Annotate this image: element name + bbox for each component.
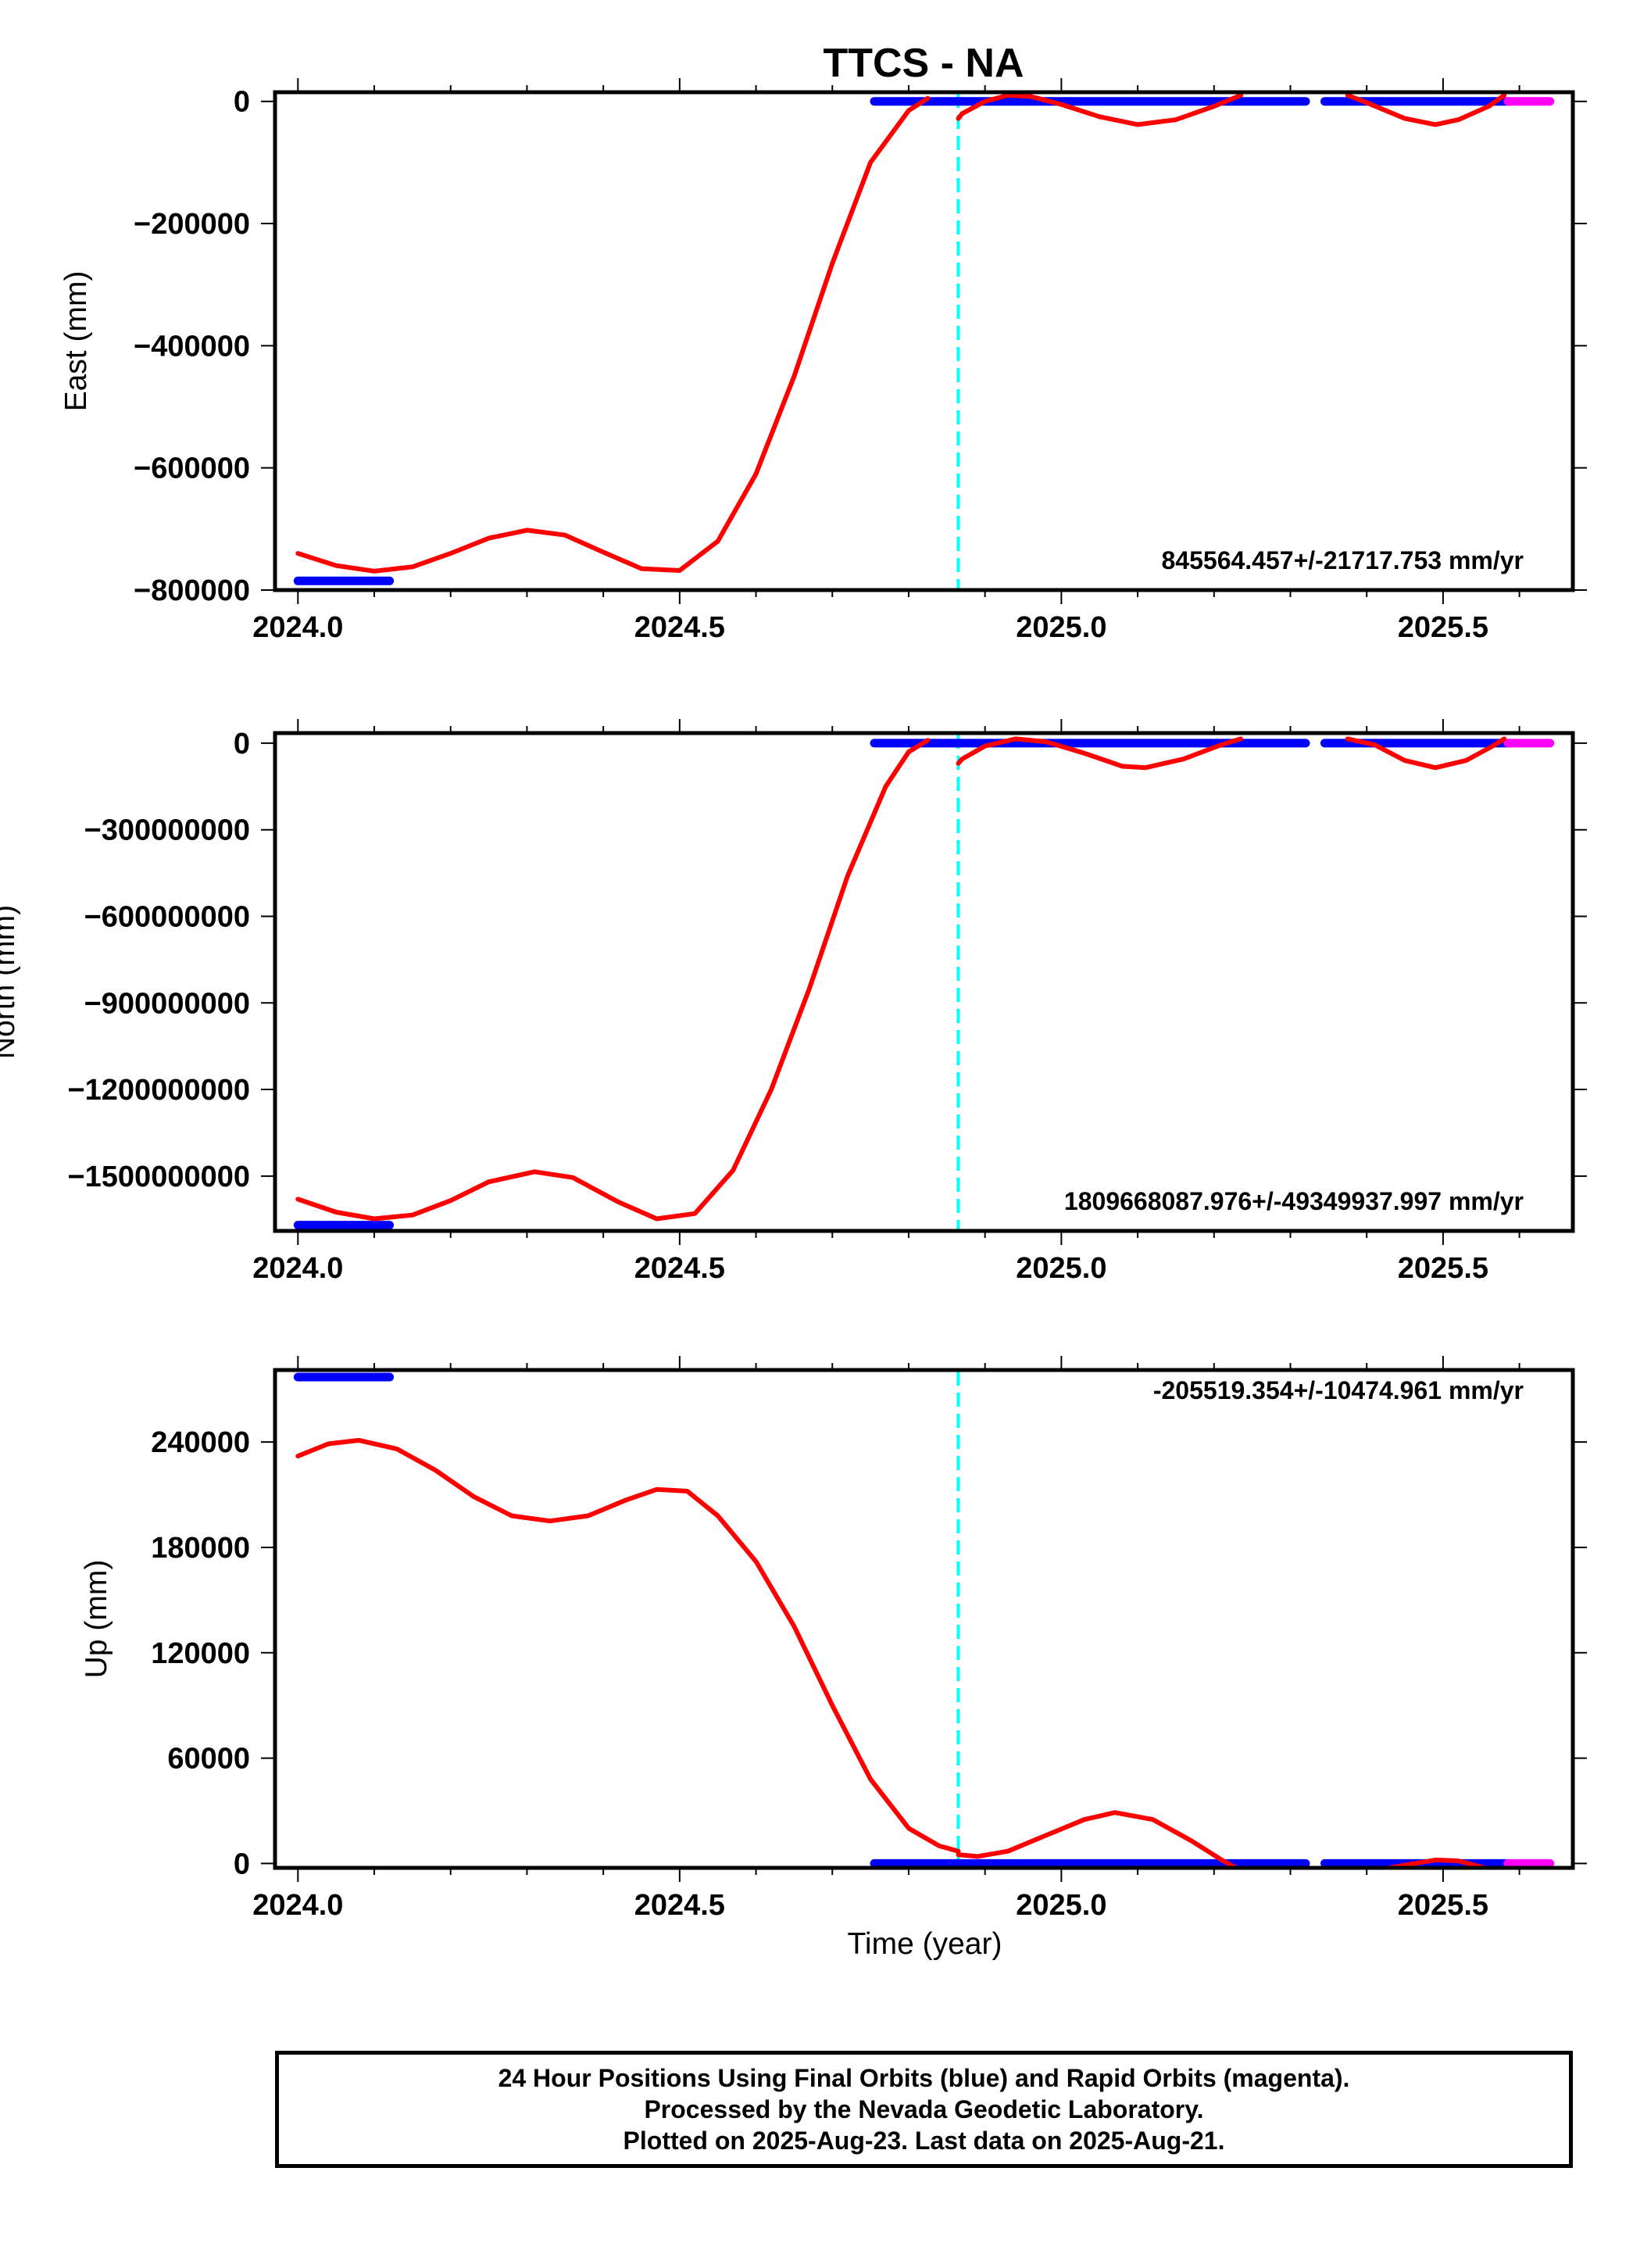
y-tick-label: −1500000000 [67, 1161, 250, 1193]
rate-annotation: 845564.457+/-21717.753 mm/yr [1162, 546, 1524, 574]
plot-frame [273, 90, 1575, 592]
y-tick-label: 120000 [151, 1637, 250, 1670]
model-series [956, 736, 1243, 771]
panel-up: 2024.0 2024.5 2025.0 2025.5 0 60000 120000 1800… [80, 1356, 1587, 1961]
y-tick-label: 0 [234, 86, 250, 119]
panel-north: 2024.0 2024.5 2025.0 2025.5 0 −300000000 −6000… [0, 719, 1587, 1285]
footer-line-3: Plotted on 2025-Aug-23. Last data on 202… [623, 2127, 1225, 2155]
data-layer [293, 735, 1555, 1230]
panel-east: 2024.0 2024.5 2025.0 2025.5 0 −200000 −400000 −… [59, 78, 1587, 644]
x-tick-label: 2024.5 [634, 1252, 725, 1285]
y-tick-label: 240000 [151, 1426, 250, 1459]
rate-annotation: 1809668087.976+/-49349937.997 mm/yr [1064, 1187, 1524, 1215]
plot-frame [273, 731, 1575, 1233]
y-axis-label: Up (mm) [80, 1560, 113, 1679]
y-tick-label: −200000 [134, 208, 250, 241]
y-tick-label: 180000 [151, 1532, 250, 1565]
y-tick-label: 0 [234, 728, 250, 760]
x-tick-label: 2025.0 [1016, 611, 1106, 644]
x-tick-label: 2024.0 [252, 611, 343, 644]
y-tick-label: −600000 [134, 453, 250, 485]
y-axis-label: North (mm) [0, 905, 21, 1059]
footer-line-1: 24 Hour Positions Using Final Orbits (bl… [498, 2064, 1350, 2092]
x-tick-label: 2025.0 [1016, 1889, 1106, 1922]
x-tick-label: 2024.0 [252, 1252, 343, 1285]
x-ticks [297, 78, 1520, 604]
y-tick-label: −1200000000 [67, 1074, 250, 1107]
x-tick-label: 2024.5 [634, 1889, 725, 1922]
plot-area: 2024.0 2024.5 2025.0 2025.5 0 −200000 −400000 −… [0, 78, 1587, 1961]
rate-annotation: -205519.354+/-10474.961 mm/yr [1153, 1376, 1524, 1404]
model-series [1345, 92, 1507, 127]
y-tick-label: −400000 [134, 330, 250, 363]
x-tick-label: 2025.5 [1398, 1252, 1488, 1285]
footer-line-2: Processed by the Nevada Geodetic Laborat… [644, 2095, 1204, 2123]
model-series [1345, 736, 1507, 771]
model-series [295, 738, 931, 1222]
x-tick-label: 2025.5 [1398, 611, 1488, 644]
chart-title: TTCS - NA [823, 41, 1024, 86]
x-tick-label: 2025.0 [1016, 1252, 1106, 1285]
x-ticks [297, 1356, 1520, 1882]
y-tick-label: −800000 [134, 574, 250, 607]
x-tick-label: 2024.0 [252, 1889, 343, 1922]
y-tick-label: −300000000 [84, 814, 250, 847]
model-series [295, 95, 931, 574]
plot-frame [273, 1368, 1575, 1870]
x-tick-label: 2024.5 [634, 611, 725, 644]
y-tick-label: −600000000 [84, 900, 250, 933]
model-series [956, 92, 1243, 127]
footer-note: 24 Hour Positions Using Final Orbits (bl… [275, 2051, 1573, 2168]
x-tick-label: 2025.5 [1398, 1889, 1488, 1922]
y-tick-label: −900000000 [84, 987, 250, 1020]
x-axis-label: Time (year) [848, 1927, 1002, 1961]
model-series [295, 1437, 961, 1854]
data-layer [293, 1372, 1555, 1868]
y-axis-label: East (mm) [59, 271, 93, 412]
y-tick-label: 60000 [167, 1743, 250, 1776]
data-layer [293, 92, 1555, 588]
x-ticks [297, 719, 1520, 1245]
model-series [956, 1810, 1242, 1868]
y-tick-label: 0 [234, 1848, 250, 1880]
